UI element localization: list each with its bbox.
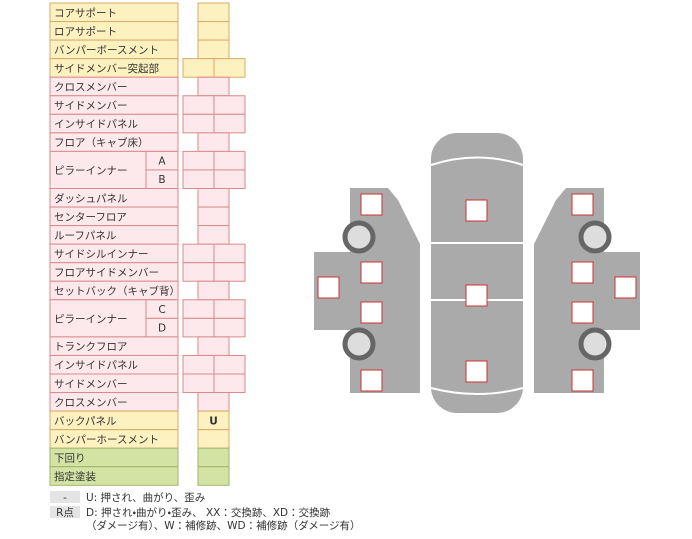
check-cell <box>182 262 215 282</box>
check-cell <box>213 169 246 189</box>
check-cell <box>197 466 230 486</box>
row-label: フロア（キャブ床） <box>54 136 149 149</box>
row-label: ピラーインナー <box>54 313 128 325</box>
check-cell <box>197 225 230 245</box>
check-cell <box>182 95 215 115</box>
check-cell <box>197 336 230 356</box>
car-diagram <box>314 133 640 413</box>
check-cell <box>197 206 230 227</box>
check-cell <box>197 280 230 301</box>
legend-text: U: 押され、曲がり、歪み <box>86 491 205 504</box>
row-label-cell <box>49 466 179 486</box>
check-box <box>571 261 594 284</box>
check-cell <box>182 354 215 375</box>
legend-key: R点 <box>56 507 74 519</box>
row-label: クロスメンバー <box>54 397 128 409</box>
check-cell <box>197 21 230 41</box>
check-cell <box>213 58 246 78</box>
row-label: フロアサイドメンバー <box>54 267 159 279</box>
check-cell <box>213 299 246 319</box>
check-box <box>317 276 340 299</box>
check-cell <box>213 150 246 171</box>
row-label: 指定塗装 <box>54 470 96 483</box>
check-box <box>571 301 594 324</box>
check-cell <box>197 132 230 152</box>
legend-key-box <box>50 506 80 518</box>
check-box <box>360 193 383 216</box>
check-cell <box>213 373 246 394</box>
check-cell <box>213 354 246 375</box>
row-label: バックパネル <box>54 415 116 427</box>
row-label: セットバック（キャブ背） <box>54 285 180 298</box>
check-box <box>465 360 488 383</box>
row-label: サイドメンバー突起部 <box>54 63 159 75</box>
row-label: コアサポート <box>54 7 117 19</box>
row-label: バンパーボースメント <box>54 44 159 56</box>
row-label: サイドメンバー <box>54 378 128 390</box>
check-cell <box>213 243 246 264</box>
check-cell <box>182 373 215 394</box>
check-cell <box>197 188 230 208</box>
row-label: 下回り <box>54 452 86 464</box>
legend-key: - <box>63 492 67 504</box>
check-cell <box>182 169 215 189</box>
row-label: インサイドパネル <box>54 360 138 372</box>
wheel <box>578 220 612 254</box>
row-label: バンパーホースメント <box>54 434 159 446</box>
check-cell <box>197 392 230 412</box>
car-top-lines <box>423 156 531 395</box>
check-box <box>465 284 488 307</box>
car-left-side <box>314 188 420 393</box>
row-label: トランクフロア <box>54 341 128 353</box>
car-side-body <box>534 188 640 393</box>
check-cell <box>182 113 215 134</box>
car-top-body <box>431 133 523 413</box>
row-label: ルーフパネル <box>54 230 116 242</box>
check-box <box>571 369 594 392</box>
row-label: ダッシュパネル <box>54 192 128 205</box>
row-label: ロアサポート <box>54 26 117 38</box>
check-cell <box>197 447 230 468</box>
check-box <box>360 301 383 324</box>
check-box <box>360 261 383 284</box>
check-cell <box>197 76 230 97</box>
wheel <box>342 327 376 361</box>
car-side-body <box>314 188 420 393</box>
check-cell <box>213 262 246 282</box>
row-label: サイドシルインナー <box>54 248 149 260</box>
wheel <box>578 327 612 361</box>
check-box <box>571 193 594 216</box>
check-cell <box>182 243 215 264</box>
check-cell <box>213 317 246 338</box>
legend-text: D: 押され・曲がり・歪み、 XX：交換跡、XD：交換跡 <box>86 506 331 519</box>
check-cell <box>197 2 230 23</box>
sub-label: D <box>158 323 166 335</box>
sub-label: A <box>158 156 166 168</box>
sub-label: B <box>158 174 165 186</box>
check-cell <box>182 150 215 171</box>
row-label: インサイドパネル <box>54 119 138 131</box>
check-cell <box>197 39 230 60</box>
legend-text: （ダメージ有）、W：補修跡、WD：補修跡（ダメージ有） <box>86 519 361 532</box>
check-box <box>360 369 383 392</box>
legend-key-box <box>50 491 80 503</box>
check-cell <box>182 299 215 319</box>
check-box <box>465 199 488 222</box>
check-cell <box>182 317 215 338</box>
sub-label: C <box>158 304 165 316</box>
row-label: サイドメンバー <box>54 100 128 112</box>
check-cell <box>213 113 246 134</box>
check-cell <box>213 95 246 115</box>
check-mark: U <box>209 415 218 427</box>
row-label: ピラーインナー <box>54 165 128 177</box>
check-cell <box>197 429 230 449</box>
row-label: センターフロア <box>54 211 127 223</box>
car-right-side <box>534 188 640 393</box>
row-label: クロスメンバー <box>54 81 128 93</box>
check-box <box>614 276 637 299</box>
wheel <box>342 220 376 254</box>
check-cell <box>182 58 215 78</box>
